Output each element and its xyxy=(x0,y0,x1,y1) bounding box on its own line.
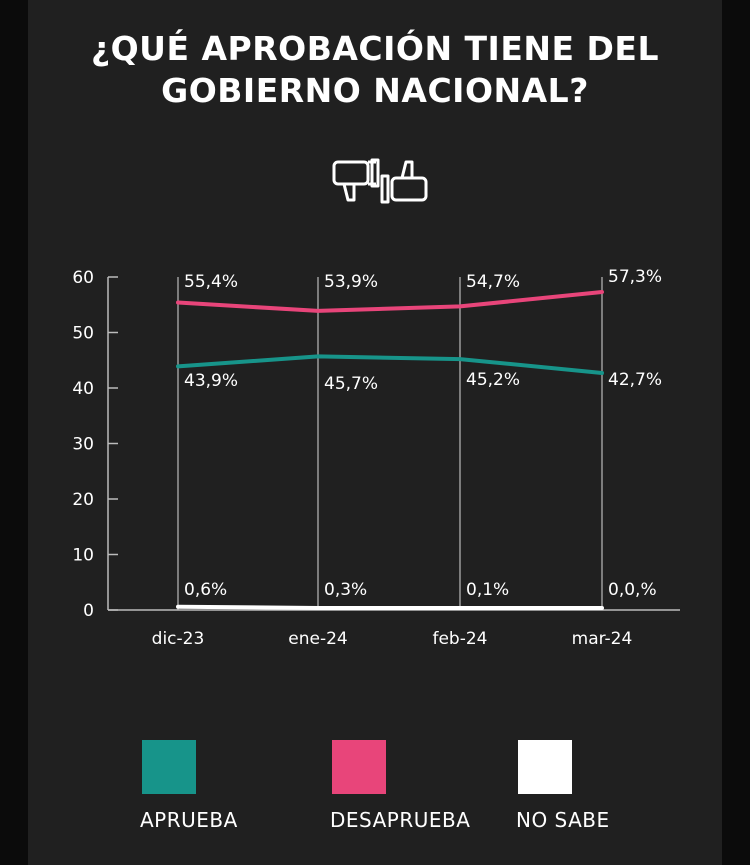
legend-swatch-no-sabe xyxy=(518,740,572,794)
line-chart: 0 10 20 30 40 50 60 dic-23 ene-24 feb-24 mar-24 55… xyxy=(72,267,680,649)
x-tick-label: dic-23 xyxy=(152,629,205,649)
y-tick-label: 20 xyxy=(72,490,94,510)
y-tick-label: 60 xyxy=(72,268,94,288)
x-tick-label: feb-24 xyxy=(432,629,487,649)
chart-axes: 0 10 20 30 40 50 60 dic-23 ene-24 feb-24 mar-24 xyxy=(72,268,680,649)
data-label-desaprueba: 54,7% xyxy=(466,272,520,292)
y-tick-label: 40 xyxy=(72,379,94,399)
approval-icons xyxy=(332,158,428,204)
legend-label-desaprueba: DESAPRUEBA xyxy=(330,808,471,832)
legend-label-no-sabe: NO SABE xyxy=(516,808,610,832)
thumbs-up-icon xyxy=(380,160,428,204)
series-line-desaprueba xyxy=(176,290,604,313)
x-tick-label: mar-24 xyxy=(572,629,633,649)
legend-item-aprueba: APRUEBA xyxy=(140,740,237,832)
chart-legend: APRUEBA DESAPRUEBA NO SABE xyxy=(0,740,750,840)
data-label-no-sabe: 0,1% xyxy=(466,580,509,600)
y-tick-label: 10 xyxy=(72,546,94,566)
data-label-aprueba: 45,2% xyxy=(466,370,520,390)
title-line-2: GOBIERNO NACIONAL? xyxy=(161,71,589,110)
data-label-desaprueba: 55,4% xyxy=(184,272,238,292)
data-label-aprueba: 43,9% xyxy=(184,371,238,391)
data-label-no-sabe: 0,6% xyxy=(184,580,227,600)
x-tick-label: ene-24 xyxy=(288,629,347,649)
data-label-no-sabe: 0,3% xyxy=(324,580,367,600)
data-label-desaprueba: 57,3% xyxy=(608,267,662,287)
data-label-aprueba: 45,7% xyxy=(324,374,378,394)
y-tick-label: 50 xyxy=(72,324,94,344)
legend-swatch-aprueba xyxy=(142,740,196,794)
data-label-desaprueba: 53,9% xyxy=(324,272,378,292)
chart-plot-area: 55,4% 53,9% 54,7% 57,3% 43,9% 45,7% 45,2% 42,7%… xyxy=(176,267,662,610)
y-tick-label: 30 xyxy=(72,435,94,455)
series-line-aprueba xyxy=(176,354,604,375)
data-label-no-sabe: 0,0,% xyxy=(608,580,657,600)
legend-label-aprueba: APRUEBA xyxy=(140,808,238,832)
title-line-1: ¿QUÉ APROBACIÓN TIENE DEL xyxy=(90,29,659,68)
legend-swatch-desaprueba xyxy=(332,740,386,794)
legend-item-desaprueba: DESAPRUEBA xyxy=(330,740,470,832)
data-label-aprueba: 42,7% xyxy=(608,370,662,390)
legend-item-no-sabe: NO SABE xyxy=(516,740,609,832)
thumbs-down-icon xyxy=(332,158,380,202)
chart-title: ¿QUÉ APROBACIÓN TIENE DEL GOBIERNO NACIO… xyxy=(60,28,690,112)
y-tick-label: 0 xyxy=(83,601,94,621)
series-line-no-sabe xyxy=(176,604,604,610)
